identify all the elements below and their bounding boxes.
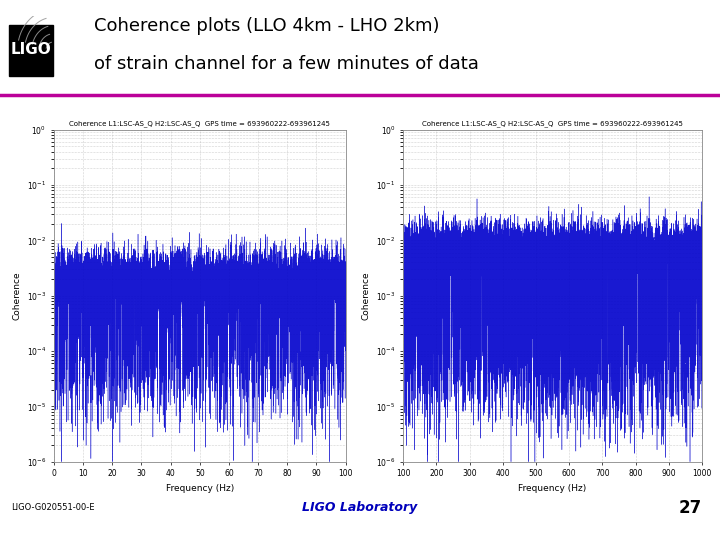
Text: LIGO: LIGO xyxy=(11,43,51,57)
Text: LIGO-G020551-00-E: LIGO-G020551-00-E xyxy=(11,503,94,512)
Title: Coherence L1:LSC-AS_Q H2:LSC-AS_Q  GPS time = 693960222-693961245: Coherence L1:LSC-AS_Q H2:LSC-AS_Q GPS ti… xyxy=(69,120,330,127)
Title: Coherence L1:LSC-AS_Q H2:LSC-AS_Q  GPS time = 693960222-693961245: Coherence L1:LSC-AS_Q H2:LSC-AS_Q GPS ti… xyxy=(422,120,683,127)
Y-axis label: Coherence: Coherence xyxy=(12,271,22,320)
Text: Coherence plots (LLO 4km - LHO 2km): Coherence plots (LLO 4km - LHO 2km) xyxy=(94,17,439,35)
Text: LIGO Laboratory: LIGO Laboratory xyxy=(302,501,418,514)
X-axis label: Frequency (Hz): Frequency (Hz) xyxy=(518,484,587,493)
Y-axis label: Coherence: Coherence xyxy=(361,271,371,320)
Bar xyxy=(9,25,53,76)
Text: of strain channel for a few minutes of data: of strain channel for a few minutes of d… xyxy=(94,55,479,73)
Text: 27: 27 xyxy=(679,498,702,517)
X-axis label: Frequency (Hz): Frequency (Hz) xyxy=(166,484,234,493)
